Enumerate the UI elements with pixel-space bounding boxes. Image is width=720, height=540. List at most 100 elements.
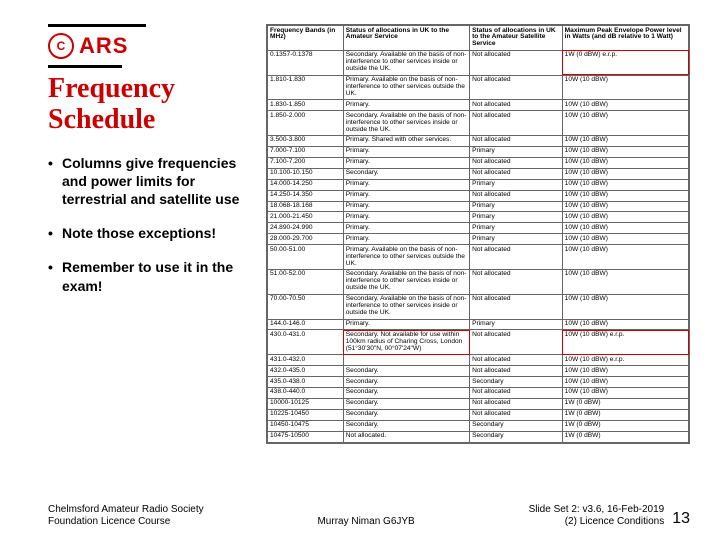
- table-cell: 10W (10 dBW): [562, 146, 688, 157]
- table-row: 21.000-21.450Primary.Primary10W (10 dBW): [268, 212, 689, 223]
- table-cell: Primary.: [343, 234, 469, 245]
- table-cell: 10W (10 dBW) e.r.p.: [562, 330, 688, 355]
- table-cell: Primary.: [343, 179, 469, 190]
- table-row: 18.068-18.168Primary.Primary10W (10 dBW): [268, 201, 689, 212]
- table-cell: 10W (10 dBW): [562, 135, 688, 146]
- table-cell: 1W (0 dBW): [562, 398, 688, 409]
- table-cell: Primary. Available on the basis of non-i…: [343, 245, 469, 270]
- table-cell: 51.00-52.00: [268, 269, 344, 294]
- table-row: 1.810-1.830Primary. Available on the bas…: [268, 75, 689, 100]
- table-row: 24.890-24.990Primary.Primary10W (10 dBW): [268, 223, 689, 234]
- mid-rule: [48, 65, 122, 68]
- table-row: 430.0-431.0Secondary. Not available for …: [268, 330, 689, 355]
- table-cell: 10W (10 dBW): [562, 294, 688, 319]
- table-cell: Primary.: [343, 190, 469, 201]
- bullet-item: Note those exceptions!: [48, 224, 260, 242]
- table-cell: 1.850-2.000: [268, 111, 344, 136]
- logo-text: ARS: [79, 33, 128, 59]
- table-row: 7.000-7.100Primary.Primary10W (10 dBW): [268, 146, 689, 157]
- table-row: 50.00-51.00Primary. Available on the bas…: [268, 245, 689, 270]
- table-cell: 1.830-1.850: [268, 100, 344, 111]
- table-cell: 144.0-146.0: [268, 319, 344, 330]
- table-cell: 10W (10 dBW): [562, 223, 688, 234]
- table-cell: Primary: [470, 223, 563, 234]
- table-cell: 70.00-70.50: [268, 294, 344, 319]
- table-row: 14.000-14.250Primary.Primary10W (10 dBW): [268, 179, 689, 190]
- table-cell: 431.0-432.0: [268, 355, 344, 366]
- table-cell: Not allocated: [470, 190, 563, 201]
- table-cell: Secondary. Available on the basis of non…: [343, 294, 469, 319]
- table-row: 0.1357-0.1378Secondary. Available on the…: [268, 50, 689, 75]
- table-row: 438.0-440.0Secondary.Not allocated10W (1…: [268, 387, 689, 398]
- table-cell: Secondary: [470, 431, 563, 442]
- table-row: 435.0-438.0Secondary.Secondary10W (10 dB…: [268, 377, 689, 388]
- table-cell: Primary.: [343, 223, 469, 234]
- table-cell: 24.890-24.990: [268, 223, 344, 234]
- table-cell: 10000-10125: [268, 398, 344, 409]
- top-rule: [48, 24, 146, 27]
- footer-course: Foundation Licence Course: [48, 516, 204, 528]
- table-row: 51.00-52.00Secondary. Available on the b…: [268, 269, 689, 294]
- table-cell: 10475-10500: [268, 431, 344, 442]
- table-cell: 7.100-7.200: [268, 157, 344, 168]
- bullet-list: Columns give frequencies and power limit…: [48, 154, 260, 295]
- table-cell: 10.100-10.150: [268, 168, 344, 179]
- table-body: 0.1357-0.1378Secondary. Available on the…: [268, 50, 689, 442]
- footer-author: Murray Niman G6JYB: [317, 516, 414, 528]
- table-cell: Not allocated: [470, 50, 563, 75]
- table-cell: Primary.: [343, 319, 469, 330]
- table-row: 10475-10500Not allocated.Secondary1W (0 …: [268, 431, 689, 442]
- table-cell: 14.000-14.250: [268, 179, 344, 190]
- table-cell: Not allocated: [470, 111, 563, 136]
- table-cell: 10W (10 dBW): [562, 179, 688, 190]
- frequency-table-wrap: Frequency Bands (in MHz) Status of alloc…: [266, 24, 690, 444]
- table-cell: Not allocated: [470, 245, 563, 270]
- table-cell: Secondary.: [343, 420, 469, 431]
- table-cell: Not allocated: [470, 135, 563, 146]
- table-cell: 10W (10 dBW): [562, 75, 688, 100]
- table-cell: Not allocated: [470, 75, 563, 100]
- table-cell: Secondary.: [343, 409, 469, 420]
- table-cell: 430.0-431.0: [268, 330, 344, 355]
- table-row: 28.000-29.700Primary.Primary10W (10 dBW): [268, 234, 689, 245]
- table-cell: Secondary.: [343, 387, 469, 398]
- table-row: 1.830-1.850Primary.Not allocated10W (10 …: [268, 100, 689, 111]
- table-row: 10.100-10.150Secondary.Not allocated10W …: [268, 168, 689, 179]
- table-cell: Secondary.: [343, 168, 469, 179]
- footer: Chelmsford Amateur Radio Society Foundat…: [48, 496, 690, 528]
- table-cell: 21.000-21.450: [268, 212, 344, 223]
- table-cell: 18.068-18.168: [268, 201, 344, 212]
- col-header: Maximum Peak Envelope Power level in Wat…: [562, 26, 688, 51]
- table-cell: Secondary.: [343, 398, 469, 409]
- table-cell: Primary.: [343, 157, 469, 168]
- table-cell: Not allocated: [470, 387, 563, 398]
- table-cell: Primary: [470, 319, 563, 330]
- table-cell: 1.810-1.830: [268, 75, 344, 100]
- table-cell: Not allocated: [470, 157, 563, 168]
- table-row: 144.0-146.0Primary.Primary10W (10 dBW): [268, 319, 689, 330]
- footer-right: Slide Set 2: v3.6, 16-Feb-2019 (2) Licen…: [529, 504, 690, 528]
- table-row: 3.500-3.800Primary. Shared with other se…: [268, 135, 689, 146]
- slide-title: Frequency Schedule: [48, 74, 260, 136]
- table-cell: 3.500-3.800: [268, 135, 344, 146]
- table-cell: 10W (10 dBW): [562, 319, 688, 330]
- table-cell: 10W (10 dBW): [562, 201, 688, 212]
- table-cell: Primary.: [343, 146, 469, 157]
- table-cell: 435.0-438.0: [268, 377, 344, 388]
- table-head: Frequency Bands (in MHz) Status of alloc…: [268, 26, 689, 51]
- footer-left: Chelmsford Amateur Radio Society Foundat…: [48, 504, 204, 528]
- col-header: Status of allocations in UK to the Amate…: [343, 26, 469, 51]
- table-cell: [343, 355, 469, 366]
- table-cell: 432.0-435.0: [268, 366, 344, 377]
- table-cell: 28.000-29.700: [268, 234, 344, 245]
- footer-version: Slide Set 2: v3.6, 16-Feb-2019: [529, 504, 665, 516]
- table-cell: Secondary. Available on the basis of non…: [343, 269, 469, 294]
- table-cell: 1W (0 dBW): [562, 431, 688, 442]
- table-cell: Not allocated: [470, 409, 563, 420]
- table-cell: Secondary: [470, 420, 563, 431]
- table-cell: Not allocated: [470, 366, 563, 377]
- table-cell: Not allocated: [470, 294, 563, 319]
- table-cell: 50.00-51.00: [268, 245, 344, 270]
- table-cell: 10W (10 dBW): [562, 387, 688, 398]
- table-cell: 14.250-14.350: [268, 190, 344, 201]
